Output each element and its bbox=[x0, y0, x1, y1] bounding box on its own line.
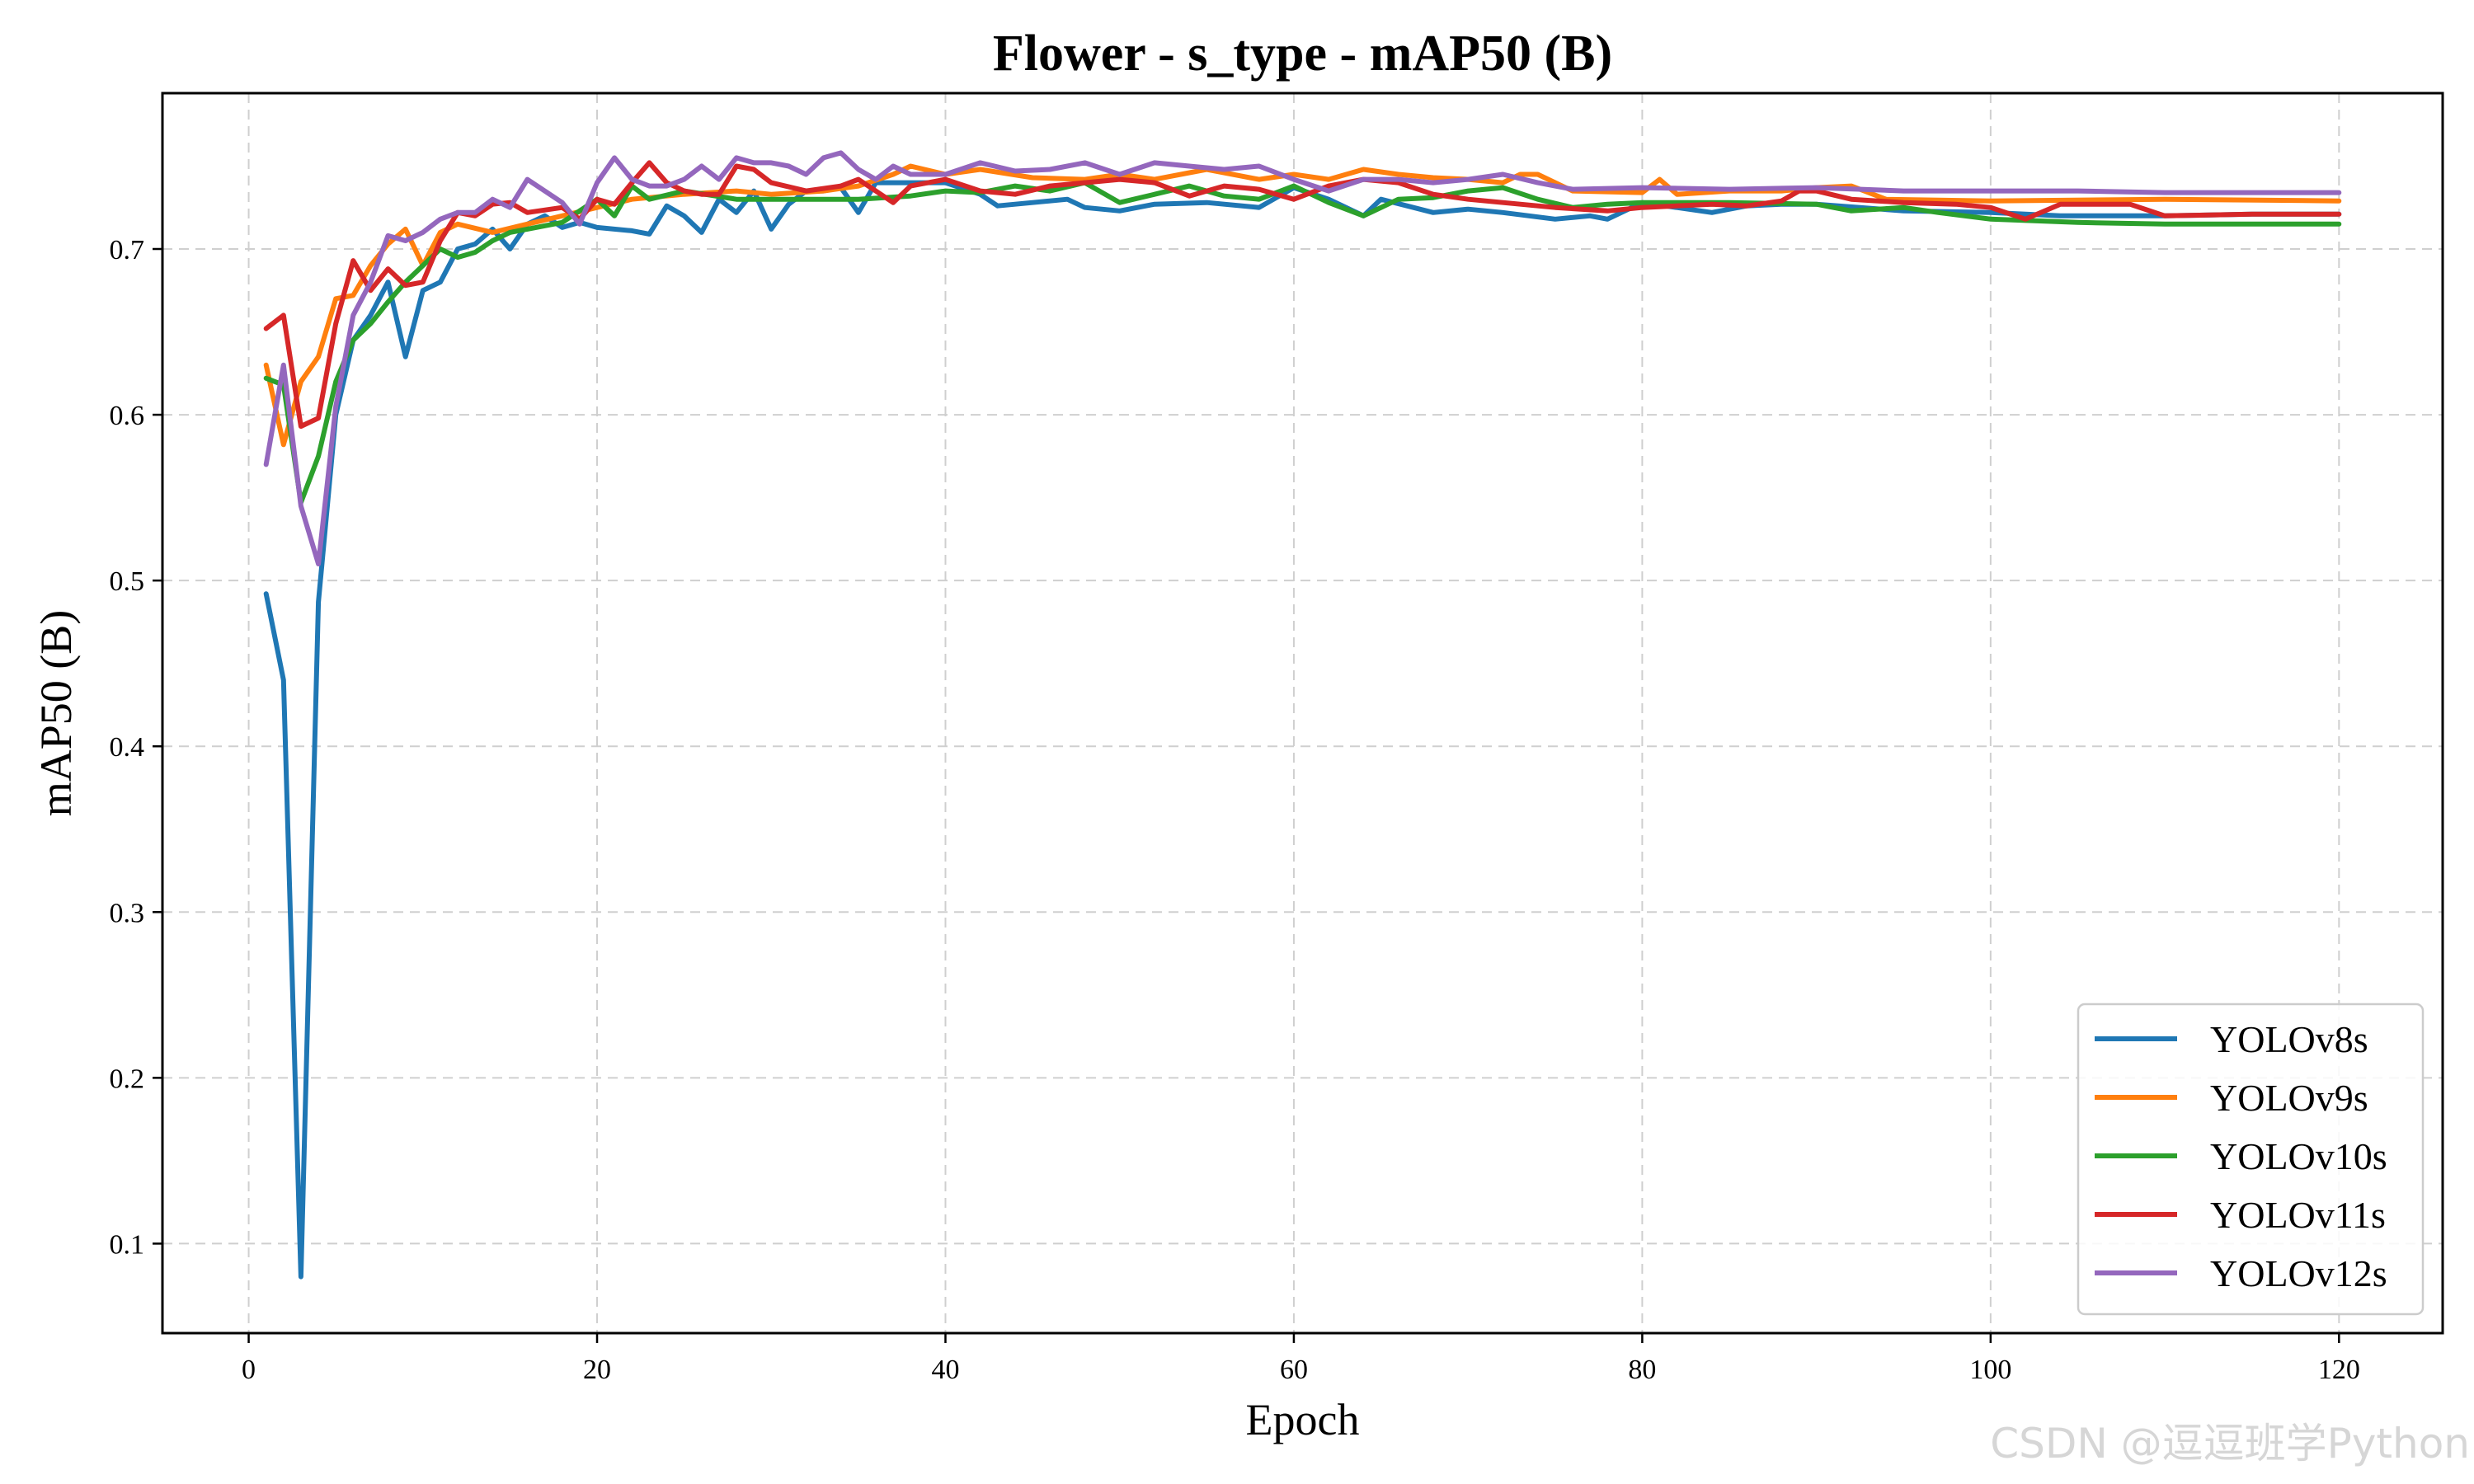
series-line-yolov12s bbox=[263, 150, 2342, 566]
plot-frame bbox=[161, 92, 2444, 1335]
x-tick-label: 60 bbox=[1280, 1355, 1308, 1385]
x-axis-label: Epoch bbox=[1246, 1395, 1360, 1444]
x-tick-label: 0 bbox=[242, 1355, 256, 1385]
series-lines bbox=[263, 150, 2342, 1280]
x-tick-label: 80 bbox=[1628, 1355, 1656, 1385]
x-tick-label: 40 bbox=[931, 1355, 959, 1385]
y-tick-label: 0.3 bbox=[110, 898, 145, 928]
y-tick-label: 0.2 bbox=[110, 1064, 145, 1094]
legend-label-yolov11s: YOLOv11s bbox=[2210, 1194, 2386, 1236]
x-tick-label: 20 bbox=[583, 1355, 611, 1385]
legend-label-yolov9s: YOLOv9s bbox=[2210, 1077, 2368, 1119]
series-line-yolov9s bbox=[263, 163, 2342, 448]
axis-ticks: 0 20 40 60 80 100 120 0.1 0.2 0.3 0.4 0.5 0.6 0.7 bbox=[110, 235, 2360, 1385]
y-axis-label: mAP50 (B) bbox=[31, 610, 81, 817]
grid bbox=[162, 93, 2443, 1333]
y-tick-label: 0.5 bbox=[110, 566, 145, 597]
watermark: CSDN @逗逗班学Python bbox=[1990, 1420, 2470, 1468]
legend-label-yolov10s: YOLOv10s bbox=[2210, 1135, 2387, 1177]
legend-label-yolov12s: YOLOv12s bbox=[2210, 1252, 2387, 1294]
x-tick-label: 100 bbox=[1969, 1355, 2011, 1385]
legend-label-yolov8s: YOLOv8s bbox=[2210, 1018, 2368, 1060]
y-tick-label: 0.6 bbox=[110, 401, 145, 431]
y-tick-label: 0.4 bbox=[110, 732, 145, 763]
legend: YOLOv8s YOLOv9s YOLOv10s YOLOv11s YOLOv12s bbox=[2077, 1003, 2425, 1316]
y-tick-label: 0.1 bbox=[110, 1229, 145, 1260]
x-tick-label: 120 bbox=[2318, 1355, 2360, 1385]
chart-title: Flower - s_type - mAP50 (B) bbox=[993, 26, 1612, 82]
y-tick-label: 0.7 bbox=[110, 235, 145, 265]
legend-box bbox=[2077, 1003, 2425, 1316]
